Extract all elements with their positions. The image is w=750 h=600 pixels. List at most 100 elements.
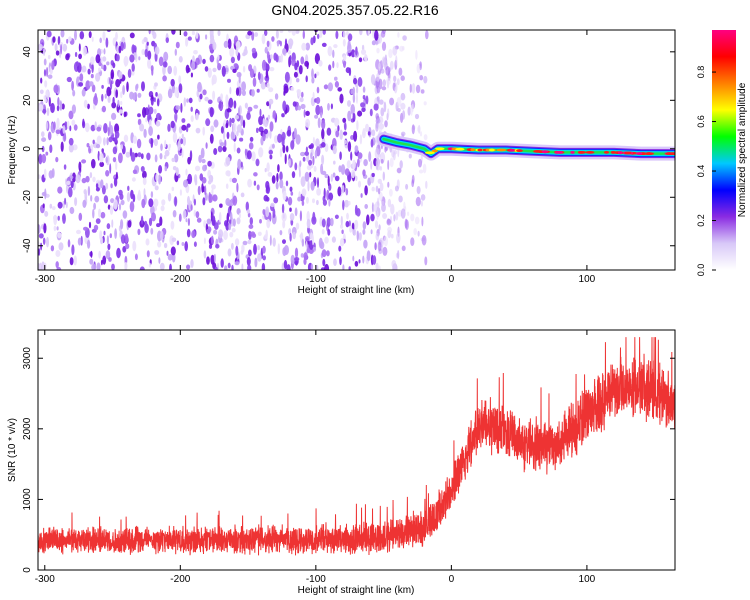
noise-blob xyxy=(232,195,238,206)
noise-blob xyxy=(253,104,259,109)
noise-blob xyxy=(91,84,96,93)
noise-blob xyxy=(126,192,131,202)
noise-blob xyxy=(324,236,329,244)
noise-blob xyxy=(90,144,93,150)
noise-blob xyxy=(352,159,356,170)
noise-blob xyxy=(268,98,274,105)
noise-blob xyxy=(289,186,293,192)
noise-blob xyxy=(380,159,384,164)
noise-blob xyxy=(208,174,214,182)
noise-blob xyxy=(286,264,291,270)
noise-blob xyxy=(301,42,307,51)
noise-blob xyxy=(217,145,223,153)
noise-blob xyxy=(155,173,159,182)
noise-blob xyxy=(118,45,122,54)
noise-blob xyxy=(138,56,141,61)
noise-blob xyxy=(236,182,239,193)
signal-hotspot xyxy=(617,151,623,155)
noise-blob xyxy=(40,242,43,251)
noise-blob xyxy=(122,246,127,253)
noise-blob xyxy=(296,60,300,68)
noise-blob xyxy=(266,185,270,194)
noise-blob xyxy=(378,62,381,71)
noise-blob xyxy=(229,177,232,183)
noise-blob xyxy=(115,79,121,88)
noise-blob xyxy=(238,212,241,219)
noise-blob xyxy=(190,115,194,122)
noise-blob xyxy=(112,146,118,155)
noise-blob xyxy=(167,65,172,75)
noise-blob xyxy=(395,55,398,66)
colorbar-tick-label: 0.0 xyxy=(696,264,706,277)
noise-blob xyxy=(342,117,347,123)
noise-blob xyxy=(312,198,315,204)
noise-blob xyxy=(175,105,181,111)
noise-blob xyxy=(295,222,300,230)
spectrogram-x-tick-label: 100 xyxy=(579,274,596,285)
noise-blob xyxy=(241,263,244,270)
noise-blob xyxy=(123,55,129,67)
noise-blob xyxy=(193,198,196,206)
noise-blob xyxy=(261,262,266,270)
noise-blob xyxy=(411,174,415,184)
noise-blob xyxy=(323,84,329,90)
noise-blob xyxy=(297,105,302,111)
noise-blob xyxy=(38,233,44,239)
noise-blob xyxy=(301,238,305,247)
noise-blob xyxy=(217,54,220,61)
noise-blob xyxy=(311,68,314,79)
noise-blob xyxy=(399,160,403,169)
noise-blob xyxy=(106,61,110,66)
noise-blob xyxy=(39,262,42,270)
noise-blob xyxy=(230,131,235,141)
noise-blob xyxy=(377,178,382,184)
noise-blob xyxy=(82,118,85,127)
noise-blob xyxy=(337,87,343,92)
noise-blob xyxy=(88,31,92,39)
noise-blob xyxy=(360,49,367,55)
noise-blob xyxy=(371,202,374,213)
noise-blob xyxy=(381,41,387,51)
noise-blob xyxy=(299,97,304,103)
noise-blob xyxy=(371,172,375,178)
noise-blob xyxy=(391,233,394,239)
noise-blob xyxy=(333,258,337,267)
noise-blob xyxy=(246,150,252,160)
noise-blob xyxy=(339,93,344,104)
noise-blob xyxy=(353,130,358,142)
noise-blob xyxy=(223,40,229,49)
noise-blob xyxy=(100,259,103,266)
noise-blob xyxy=(181,133,184,139)
noise-blob xyxy=(146,152,151,161)
noise-blob xyxy=(171,30,176,35)
noise-blob xyxy=(77,237,82,246)
colorbar-strip xyxy=(712,30,736,270)
noise-blob xyxy=(215,244,220,249)
noise-blob xyxy=(169,263,172,270)
noise-blob xyxy=(253,180,257,186)
noise-blob xyxy=(106,137,109,146)
noise-blob xyxy=(101,84,104,89)
noise-blob xyxy=(120,234,126,244)
noise-blob xyxy=(103,230,106,236)
noise-blob xyxy=(315,104,321,116)
noise-blob xyxy=(118,71,123,80)
noise-blob xyxy=(38,153,43,165)
noise-blob xyxy=(234,115,239,120)
noise-blob xyxy=(259,219,262,224)
noise-blob xyxy=(257,231,262,236)
noise-blob xyxy=(68,110,74,120)
noise-blob xyxy=(342,39,346,47)
signal-hotspot xyxy=(635,152,643,155)
noise-blob xyxy=(197,81,202,93)
noise-blob xyxy=(42,237,46,245)
noise-blob xyxy=(153,198,159,208)
noise-blob xyxy=(186,264,191,270)
noise-blob xyxy=(203,220,207,228)
noise-blob xyxy=(231,242,234,250)
noise-blob xyxy=(56,266,62,270)
noise-blob xyxy=(64,197,67,205)
noise-blob xyxy=(60,30,65,38)
noise-blob xyxy=(352,86,356,96)
noise-blob xyxy=(352,93,356,104)
